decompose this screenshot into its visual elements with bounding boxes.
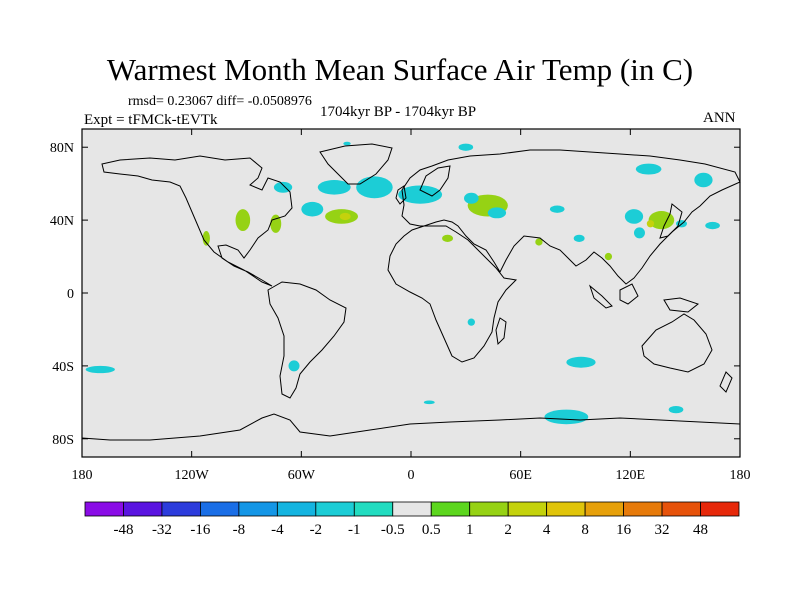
anomaly-region xyxy=(566,356,596,368)
anomaly-region xyxy=(624,209,644,224)
y-tick-label: 0 xyxy=(67,287,74,302)
anomaly-region xyxy=(235,209,251,232)
x-tick-label: 180 xyxy=(72,468,93,483)
anomaly-region xyxy=(317,180,351,195)
colorbar-label: 32 xyxy=(655,522,670,538)
colorbar-label: 2 xyxy=(504,522,512,538)
anomaly-region xyxy=(423,400,435,405)
x-tick-label: 180 xyxy=(730,468,751,483)
colorbar-swatch xyxy=(161,501,201,517)
anomaly-region xyxy=(635,163,662,175)
colorbar-swatch xyxy=(623,501,663,517)
anomaly-region xyxy=(646,220,655,228)
colorbar-swatch xyxy=(200,501,240,517)
anomaly-region xyxy=(288,360,300,372)
anomaly-region xyxy=(85,365,115,374)
colorbar-swatch xyxy=(584,501,624,517)
coast-new-guinea xyxy=(663,297,700,313)
anomaly-region xyxy=(535,238,543,246)
y-tick-label: 40N xyxy=(50,214,74,229)
colorbar: -48 -32 -16 -8 -4 -2 -1 -0.5 0.5 1 2 4 8 16 32 48 xyxy=(84,501,740,538)
colorbar-label: -2 xyxy=(310,522,323,538)
coast-north-america xyxy=(101,155,293,287)
colorbar-label: -0.5 xyxy=(381,522,405,538)
x-tick-label: 60W xyxy=(288,468,316,483)
anomaly-region xyxy=(458,143,474,151)
coast-japan xyxy=(659,203,683,239)
period-label: 1704kyr BP - 1704kyr BP xyxy=(320,104,477,120)
colorbar-label: 16 xyxy=(616,522,632,538)
x-tick-label: 60E xyxy=(509,468,532,483)
stats-label: rmsd= 0.23067 diff= -0.0508976 xyxy=(128,94,312,109)
colorbar-swatch xyxy=(392,501,432,517)
x-tick-label: 120E xyxy=(616,468,646,483)
chart-title: Warmest Month Mean Surface Air Temp (in … xyxy=(106,52,694,87)
colorbar-label: -8 xyxy=(233,522,246,538)
x-tick-label: 120W xyxy=(175,468,210,483)
coast-australia xyxy=(641,313,713,373)
anomaly-layer xyxy=(85,141,720,425)
colorbar-label: 8 xyxy=(581,522,589,538)
colorbar-swatch xyxy=(353,501,394,517)
coast-british-isles xyxy=(395,185,407,205)
colorbar-swatch xyxy=(84,501,124,517)
anomaly-region xyxy=(487,207,507,219)
anomaly-region xyxy=(705,221,720,230)
colorbar-label: 48 xyxy=(693,522,708,538)
coast-borneo xyxy=(619,283,639,305)
anomaly-region xyxy=(398,185,443,204)
colorbar-swatch xyxy=(238,501,278,517)
anomaly-region xyxy=(343,141,351,146)
anomaly-region xyxy=(573,234,585,242)
coastlines xyxy=(81,143,741,441)
anomaly-region xyxy=(549,205,565,213)
colorbar-label: -1 xyxy=(348,522,361,538)
axes: 180 120W 60W 0 60E 120E 180 80N 40N 0 40S 80S xyxy=(50,129,751,483)
coast-new-zealand xyxy=(719,371,733,393)
coast-south-america xyxy=(267,281,347,399)
colorbar-swatch xyxy=(661,501,701,517)
colorbar-label: -16 xyxy=(190,522,210,538)
colorbar-swatch xyxy=(123,501,163,517)
coast-madagascar xyxy=(495,317,507,346)
x-tick-label: 0 xyxy=(408,468,415,483)
colorbar-label: 1 xyxy=(466,522,474,538)
colorbar-swatch xyxy=(276,501,317,517)
anomaly-region xyxy=(467,318,475,326)
anomaly-region xyxy=(544,409,589,425)
anomaly-region xyxy=(464,192,479,204)
colorbar-swatch xyxy=(507,501,548,517)
colorbar-label: -4 xyxy=(271,522,284,538)
colorbar-label: -32 xyxy=(152,522,172,538)
coast-eurasia-africa xyxy=(387,149,741,363)
coast-scandinavia xyxy=(419,165,451,197)
colorbar-label: -48 xyxy=(113,522,133,538)
colorbar-swatch xyxy=(430,501,471,517)
y-tick-label: 80S xyxy=(52,433,74,448)
colorbar-label: 0.5 xyxy=(422,522,441,538)
anomaly-region xyxy=(604,252,613,261)
anomaly-region xyxy=(694,172,713,188)
colorbar-swatch xyxy=(315,501,355,517)
coast-antarctica xyxy=(81,413,741,441)
anomaly-region xyxy=(648,211,675,230)
anomaly-region xyxy=(202,231,210,246)
anomaly-region xyxy=(668,405,684,414)
anomaly-region xyxy=(356,176,393,199)
colorbar-swatch xyxy=(469,501,509,517)
season-label: ANN xyxy=(703,110,736,126)
anomaly-region xyxy=(442,234,454,242)
colorbar-swatch xyxy=(546,501,586,517)
coast-greenland xyxy=(319,143,393,185)
coast-sumatra xyxy=(588,284,613,309)
colorbar-swatch xyxy=(700,501,740,517)
anomaly-region xyxy=(633,227,645,239)
y-tick-label: 40S xyxy=(52,360,74,375)
anomaly-region xyxy=(301,201,324,217)
colorbar-label: 4 xyxy=(543,522,551,538)
anomaly-region xyxy=(339,212,351,221)
y-tick-label: 80N xyxy=(50,141,74,156)
experiment-label: Expt = tFMCk-tEVTk xyxy=(84,112,218,128)
